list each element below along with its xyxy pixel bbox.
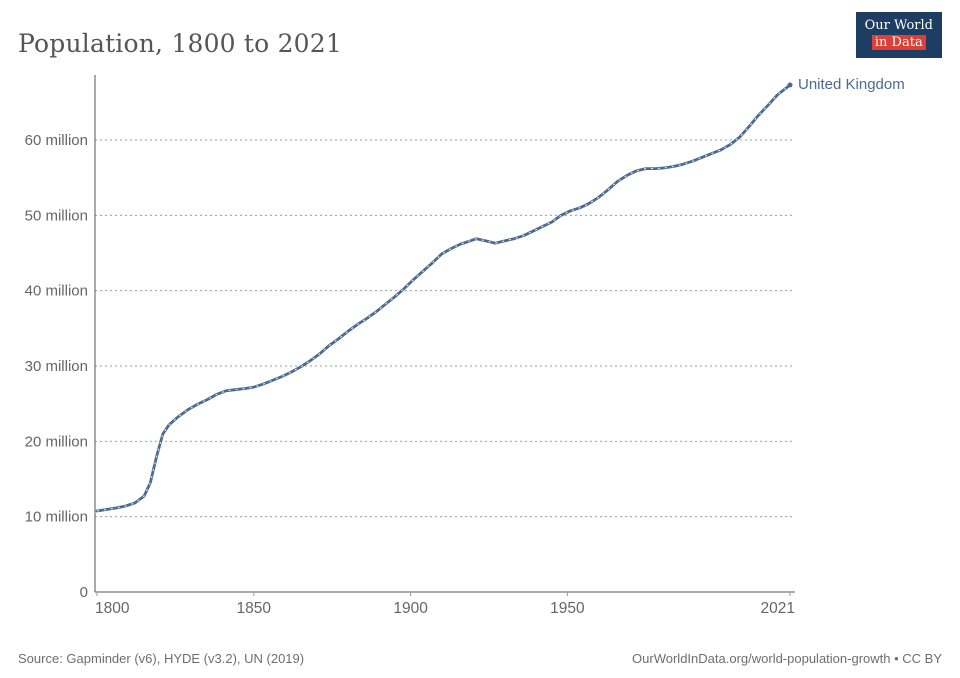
series-entity-label: United Kingdom (798, 76, 905, 93)
chart-footer: Source: Gapminder (v6), HYDE (v3.2), UN … (0, 651, 960, 666)
y-tick-label: 30 million (25, 358, 88, 375)
series-line-dash-texture (96, 84, 791, 512)
y-tick-label: 40 million (25, 283, 88, 300)
owid-logo-accent: in Data (871, 34, 926, 50)
x-tick-label: 1900 (393, 600, 428, 617)
x-tick-label: 2021 (761, 600, 795, 617)
credit-link[interactable]: OurWorldInData.org/world-population-grow… (632, 651, 942, 666)
y-tick-label: 50 million (25, 207, 88, 224)
page-title: Population, 1800 to 2021 (18, 28, 342, 58)
owid-logo-line1: Our World (864, 18, 933, 33)
y-tick-label: 60 million (25, 132, 88, 149)
owid-logo-line2: in Data (865, 34, 933, 52)
source-note: Source: Gapminder (v6), HYDE (v3.2), UN … (18, 651, 305, 666)
y-tick-label: 20 million (25, 433, 88, 450)
series-endpoint-marker (787, 82, 793, 88)
y-tick-label: 0 (80, 584, 88, 601)
x-tick-label: 1800 (95, 600, 130, 617)
x-tick-label: 1950 (550, 600, 585, 617)
owid-logo[interactable]: Our World in Data (855, 12, 942, 58)
x-tick-label: 1850 (237, 600, 272, 617)
y-tick-label: 10 million (25, 509, 88, 526)
population-series-line[interactable] (95, 83, 792, 513)
